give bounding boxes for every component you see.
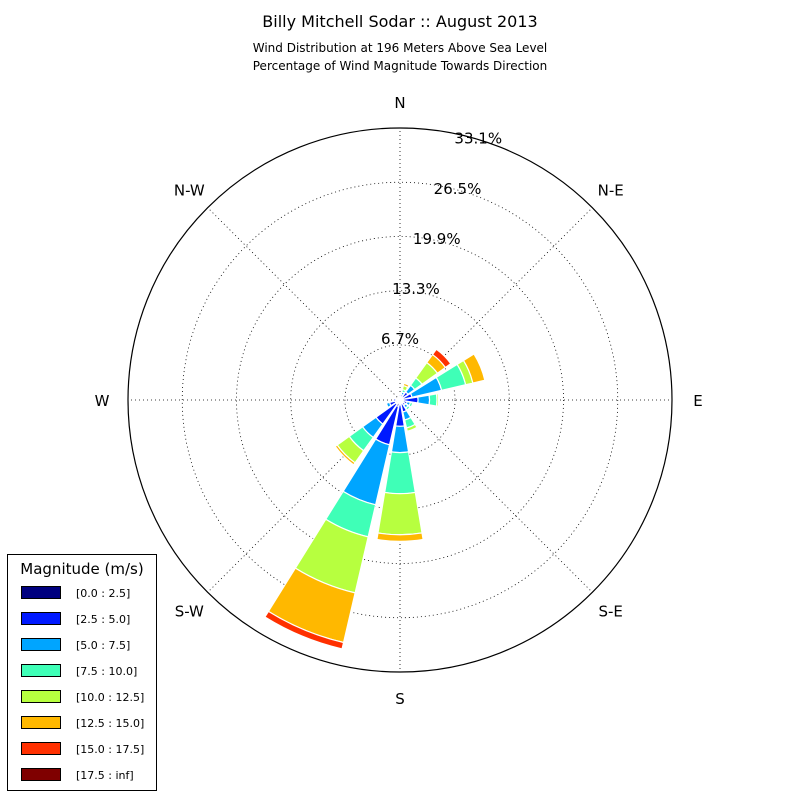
wedge-4-bin-3 [428,393,438,407]
legend-swatch [21,586,61,599]
grid-spoke-1 [399,207,593,401]
wedge-12-bin-1 [392,398,397,402]
chart-title: Billy Mitchell Sodar :: August 2013 [262,12,538,31]
radial-tick-label-2: 19.9% [413,230,461,248]
wedge-10-bin-5 [334,444,356,466]
wedge-6-bin-4 [406,406,412,412]
outer-ring [127,127,673,673]
legend-label: [15.0 : 17.5] [76,743,145,756]
wedge-8-bin-3 [384,451,416,495]
legend-label: [7.5 : 10.0] [76,665,138,678]
radial-tick-label-1: 13.3% [392,280,440,298]
grid-ring-3 [181,181,619,619]
wedge-11-bin-2 [385,401,392,409]
grid-spoke-5 [207,399,401,593]
polar-labels: 6.7% 13.3% 19.9% 26.5% 33.1% N N-E E S-E S S-W W N-W [95,94,703,708]
radial-tick-label-0: 6.7% [381,330,419,348]
legend-swatch [21,768,61,781]
legend-label: [0.0 : 2.5] [76,587,131,600]
direction-label-n: N [394,94,405,112]
wedge-9-bin-6 [264,610,345,650]
wedge-7-bin-4 [405,423,418,432]
legend-swatch [21,742,61,755]
direction-label-s-e: S-E [599,603,623,621]
wedge-3-bin-5 [462,353,486,384]
legend-swatch [21,664,61,677]
direction-label-s-w: S-W [175,603,204,621]
direction-label-n-w: N-W [174,181,205,199]
wedge-8-bin-2 [390,425,410,454]
legend-swatch [21,716,61,729]
wedge-5-bin-4 [410,402,415,409]
wedge-1-bin-6 [403,381,411,387]
radial-tick-label-3: 26.5% [434,180,482,198]
grid-spoke-3 [399,399,593,593]
grid-spoke-7 [207,207,401,401]
chart-subtitle-line2: Percentage of Wind Magnitude Towards Dir… [252,59,548,73]
chart-subtitle-line1: Wind Distribution at 196 Meters Above Se… [252,41,548,55]
legend-swatch [21,612,61,625]
wedge-4-bin-2 [417,394,431,406]
wedge-2-bin-6 [431,348,452,369]
radial-tick-label-4: 33.1% [454,130,502,148]
legend-swatch [21,690,61,703]
legend-label: [2.5 : 5.0] [76,613,131,626]
direction-label-w: W [95,392,110,410]
legend-label: [5.0 : 7.5] [76,639,131,652]
grid-ring-1 [290,290,510,510]
wedge-8-bin-5 [376,532,424,542]
legend-label: [10.0 : 12.5] [76,691,145,704]
wedge-4-bin-4 [435,393,440,407]
legend-label: [12.5 : 15.0] [76,717,145,730]
windrose-bars [264,348,486,650]
wedge-15-bin-1 [397,396,401,399]
legend: Magnitude (m/s) [0.0 : 2.5] [2.5 : 5.0] [5… [7,554,157,791]
grid-ring-0 [344,344,456,456]
grid-ring-2 [236,236,564,564]
legend-title: Magnitude (m/s) [20,560,144,578]
direction-label-e: E [693,392,702,410]
wedge-8-bin-4 [377,491,423,536]
direction-label-n-e: N-E [598,181,624,199]
direction-label-s: S [395,690,405,708]
legend-swatch [21,638,61,651]
legend-label: [17.5 : inf] [76,769,134,782]
